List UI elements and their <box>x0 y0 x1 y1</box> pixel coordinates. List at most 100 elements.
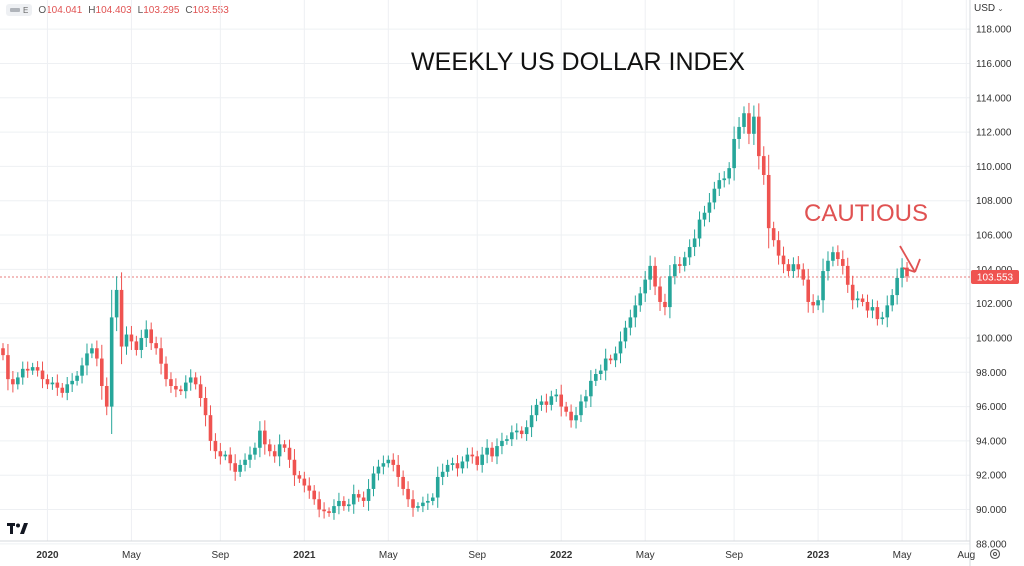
candle <box>623 320 628 349</box>
candle <box>559 384 564 417</box>
x-tick-label: May <box>122 550 141 561</box>
candle <box>539 395 544 411</box>
time-axis[interactable]: 2020 May Sep 2021 May Sep 2022 May Sep 2023 May Aug <box>36 550 975 561</box>
candle <box>317 491 321 518</box>
candle <box>198 375 203 407</box>
candle <box>831 246 835 267</box>
candle <box>188 369 193 391</box>
candle <box>766 154 771 249</box>
candle <box>717 172 722 197</box>
candle <box>845 257 850 293</box>
candle <box>411 490 415 517</box>
y-tick-label: 116.000 <box>976 59 1012 70</box>
candle <box>860 294 865 307</box>
collapse-icon <box>10 8 20 12</box>
candle <box>139 329 144 359</box>
candle <box>416 502 420 512</box>
candle <box>816 295 820 311</box>
candle <box>534 398 539 422</box>
x-tick-label: May <box>379 550 398 561</box>
svg-text:103.553: 103.553 <box>977 273 1014 284</box>
symbol-pill[interactable]: E <box>6 4 33 16</box>
candle <box>386 455 391 468</box>
last-price-label: 103.553 <box>971 270 1019 285</box>
candle <box>485 439 489 464</box>
candle <box>826 251 830 281</box>
candle <box>272 444 277 463</box>
candle <box>514 423 519 440</box>
candle <box>529 405 534 438</box>
candle <box>687 239 692 266</box>
candle <box>20 361 25 385</box>
candle <box>45 374 50 390</box>
candle <box>243 453 247 472</box>
x-tick-label: Sep <box>211 550 229 561</box>
candle <box>781 246 786 274</box>
candle <box>238 459 242 477</box>
candle <box>218 443 223 465</box>
candle <box>361 491 366 507</box>
candle <box>618 331 623 364</box>
candle <box>6 343 10 391</box>
candle <box>564 401 568 417</box>
y-tick-label: 106.000 <box>976 231 1013 242</box>
down-arrow-icon <box>899 245 921 273</box>
x-tick-label: May <box>636 550 655 561</box>
candle <box>134 335 139 356</box>
candle <box>149 322 153 350</box>
candle <box>490 442 494 462</box>
y-tick-label: 112.000 <box>976 128 1012 139</box>
candle <box>519 426 524 439</box>
y-tick-label: 92.000 <box>976 471 1007 482</box>
candle <box>603 348 608 381</box>
x-tick-label: Sep <box>468 550 486 561</box>
candle <box>697 211 702 247</box>
candle <box>356 489 361 502</box>
candle <box>450 457 455 471</box>
candle <box>253 442 257 460</box>
currency-selector[interactable]: USD ⌄ <box>974 3 1004 14</box>
candle <box>663 293 667 316</box>
candle <box>712 181 717 210</box>
candle <box>757 103 761 170</box>
y-tick-label: 96.000 <box>976 402 1007 413</box>
candle <box>505 435 509 445</box>
candle <box>381 455 386 475</box>
candle <box>213 433 218 459</box>
candle <box>183 375 188 399</box>
candle <box>900 258 904 288</box>
candle <box>584 389 588 408</box>
candle <box>480 446 484 473</box>
gear-icon[interactable] <box>989 548 1001 560</box>
candle <box>569 404 573 428</box>
candle <box>628 309 633 336</box>
candle <box>40 361 45 389</box>
candle <box>90 343 94 359</box>
candle <box>312 485 317 505</box>
candle <box>248 446 252 468</box>
candle <box>223 450 228 461</box>
candle <box>396 455 400 487</box>
candle <box>633 295 638 328</box>
candle <box>203 386 208 427</box>
candle <box>164 356 168 387</box>
candle <box>653 257 657 296</box>
candle <box>510 425 514 447</box>
candle <box>208 405 213 451</box>
candle <box>460 456 465 474</box>
candle <box>366 479 371 511</box>
candle <box>16 372 20 390</box>
candle <box>401 470 405 496</box>
candle <box>100 344 104 400</box>
y-tick-label: 108.000 <box>976 196 1013 207</box>
candle <box>732 126 736 181</box>
candle <box>11 370 15 393</box>
y-tick-label: 100.000 <box>976 333 1013 344</box>
candle <box>440 463 445 486</box>
candle <box>549 390 554 411</box>
candle <box>801 263 806 286</box>
x-tick-label: Sep <box>725 550 743 561</box>
candle <box>124 326 129 355</box>
price-axis[interactable]: 88.000 90.000 92.000 94.000 96.000 98.000 100.… <box>976 25 1013 551</box>
